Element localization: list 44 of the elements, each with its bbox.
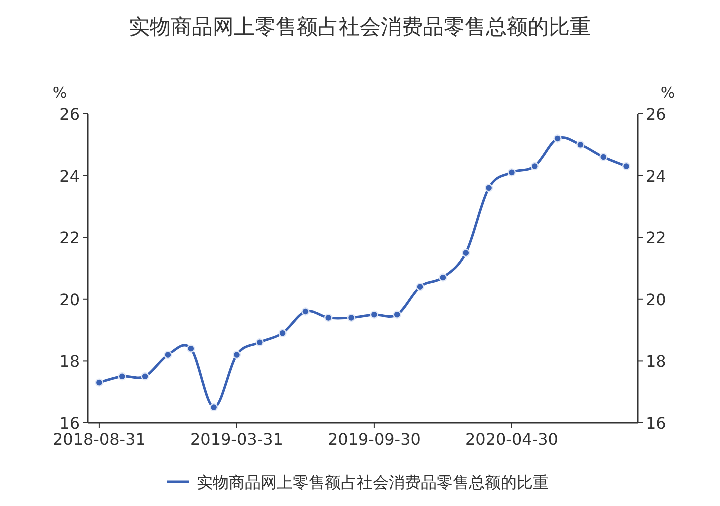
point	[118, 372, 126, 381]
x-tick-label: 2019-09-30	[328, 430, 421, 449]
x-tick-label: 2020-04-30	[465, 430, 558, 449]
y-axis-title: %	[52, 84, 68, 102]
y2-tick-label: 20	[646, 290, 666, 310]
y2-tick-label: 22	[646, 228, 666, 248]
point	[484, 184, 494, 192]
x-tick-label: 2018-08-31	[52, 430, 146, 449]
chart-title: 实物商品网上零售额占社会消费品零售总额的比重	[129, 15, 591, 39]
y-tick-label: 20	[60, 290, 80, 310]
y-tick-label: 22	[60, 228, 80, 248]
point	[508, 168, 516, 177]
point	[370, 310, 379, 319]
point	[141, 372, 150, 381]
point	[232, 350, 242, 360]
y-tick-label: 18	[60, 352, 80, 372]
y-tick-label: 24	[60, 166, 80, 186]
y2-tick-label: 26	[646, 105, 666, 124]
point	[393, 310, 402, 319]
point	[347, 314, 356, 322]
point	[600, 153, 608, 162]
point	[554, 134, 562, 143]
point	[210, 403, 218, 412]
point	[187, 344, 196, 353]
point	[95, 378, 104, 387]
point	[324, 314, 333, 322]
point	[416, 282, 424, 292]
y-tick-label: 26	[60, 105, 80, 124]
y2-tick-label: 24	[646, 166, 666, 186]
point	[576, 140, 585, 149]
y2-tick-label: 16	[646, 414, 666, 433]
point	[439, 274, 448, 282]
point	[164, 350, 172, 360]
y2-axis-title: %	[660, 84, 676, 102]
point	[462, 248, 470, 258]
legend-label: 实物商品网上零售额占社会消费品零售总额的比重	[197, 473, 549, 492]
point	[622, 162, 631, 171]
point	[530, 162, 539, 171]
point	[302, 308, 310, 316]
point	[278, 329, 287, 338]
y2-tick-label: 18	[646, 352, 666, 372]
point	[256, 338, 264, 347]
y-tick-label: 16	[60, 414, 80, 433]
x-tick-label: 2019-03-31	[190, 430, 284, 449]
